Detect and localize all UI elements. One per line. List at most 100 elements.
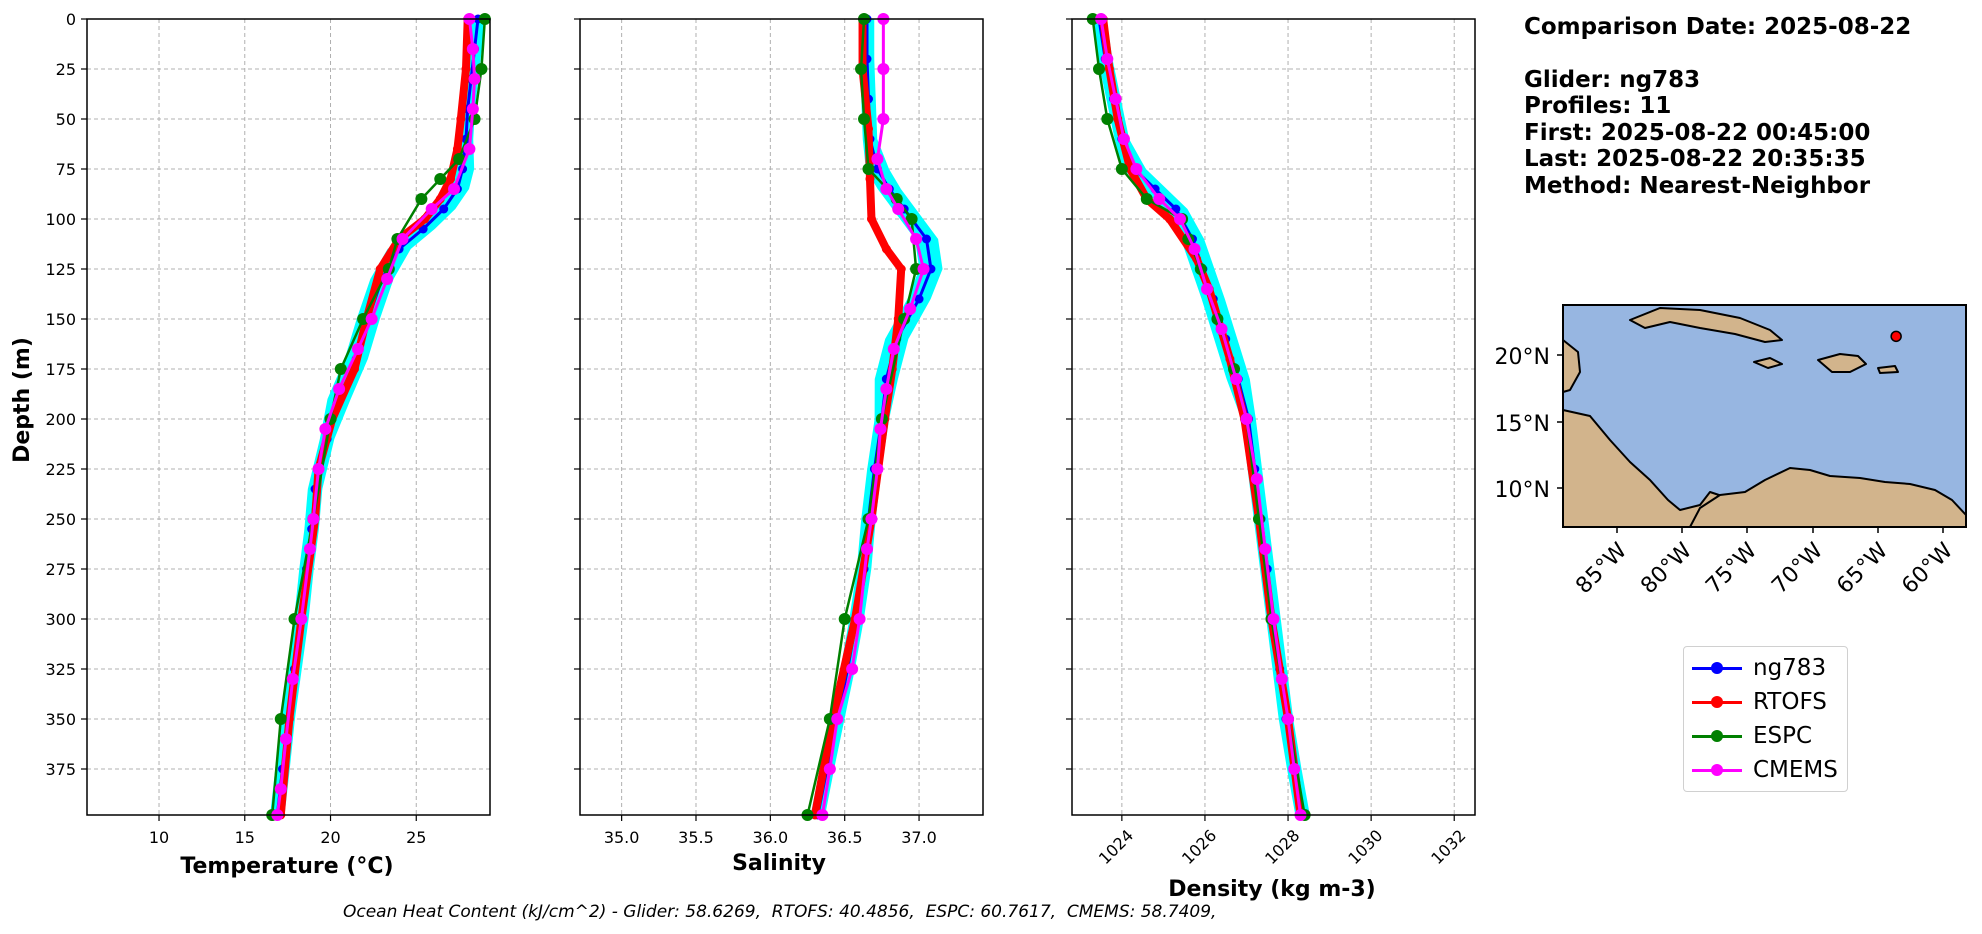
salinity-panel: 35.0 35.5 36.0 36.5 37.0: [574, 13, 984, 847]
data-point-cmems: [312, 463, 325, 475]
legend-label: ESPC: [1753, 723, 1813, 749]
data-point-rtofs: [865, 174, 875, 184]
x-tick-label: 1030: [1344, 826, 1386, 868]
x-tick-label: 35.5: [678, 828, 714, 847]
data-point-cmems: [874, 423, 887, 435]
x-tick-label: 35.0: [604, 828, 640, 847]
data-point-cmems: [910, 233, 923, 245]
y-tick-label: 275: [45, 560, 76, 579]
data-point-espc: [1140, 193, 1153, 205]
data-point-cmems: [1153, 193, 1166, 205]
y-tick-label: 200: [45, 410, 76, 429]
series-line-espc: [806, 18, 918, 816]
x-tick-label: 1024: [1095, 826, 1137, 868]
data-point-espc: [862, 163, 875, 175]
location-map: 20°N 15°N 10°N 85°W 80°W 75°W 70°W 65°W …: [1495, 304, 1967, 599]
x-tick-label: 1032: [1427, 826, 1469, 868]
density-axis-title: Density (kg m-3): [1168, 877, 1376, 902]
data-point-cmems: [831, 713, 844, 725]
data-point-cmems: [1250, 473, 1263, 485]
glider-envelope: [270, 19, 486, 815]
data-point-cmems: [877, 113, 890, 125]
comparison-date: Comparison Date: 2025-08-22: [1524, 14, 1912, 40]
profile-count: Profiles: 11: [1524, 93, 1672, 119]
data-point-cmems: [1267, 613, 1280, 625]
last-time: Last: 2025-08-22 20:35:35: [1524, 146, 1866, 172]
data-point-espc: [855, 63, 868, 75]
legend-label: CMEMS: [1753, 757, 1838, 783]
y-tick-label: 100: [45, 210, 76, 229]
axes-frame: [1071, 18, 1476, 816]
y-tick-label: 250: [45, 510, 76, 529]
data-point-cmems: [274, 783, 287, 795]
x-tick-label: 15: [235, 828, 255, 847]
data-point-rtofs: [452, 144, 462, 154]
y-tick-label: 150: [45, 310, 76, 329]
data-point-cmems: [1101, 53, 1114, 65]
data-point-cmems: [861, 543, 874, 555]
data-point-cmems: [1201, 283, 1214, 295]
data-point-cmems: [1240, 413, 1253, 425]
map-land: [1562, 307, 1967, 528]
x-tick-label: 1028: [1261, 826, 1303, 868]
map-lon-tick-label: 60°W: [1897, 538, 1958, 599]
y-tick-label: 375: [45, 760, 76, 779]
data-point-cmems: [365, 313, 378, 325]
data-point-cmems: [887, 343, 900, 355]
data-point-cmems: [1109, 93, 1122, 105]
first-time: First: 2025-08-22 00:45:00: [1524, 119, 1871, 146]
y-tick-label: 75: [56, 160, 76, 179]
data-point-cmems: [1174, 213, 1187, 225]
data-point-ng783: [921, 234, 931, 244]
data-point-cmems: [1117, 133, 1130, 145]
series-line-cmems: [275, 18, 477, 816]
glider-name: Glider: ng783: [1524, 66, 1701, 93]
x-tick-label: 10: [149, 828, 169, 847]
series-line-rtofs: [811, 19, 906, 816]
data-point-cmems: [1215, 323, 1228, 335]
data-point-cmems: [1282, 713, 1295, 725]
y-tick-label: 350: [45, 710, 76, 729]
data-point-cmems: [853, 613, 866, 625]
axes-frame: [579, 18, 984, 816]
data-point-cmems: [466, 43, 479, 55]
data-point-rtofs: [456, 114, 466, 124]
data-point-espc: [905, 213, 918, 225]
legend-label: ng783: [1753, 655, 1827, 681]
data-point-espc: [274, 713, 287, 725]
legend-swatch: [1692, 651, 1742, 685]
map-frame: [1562, 304, 1967, 528]
data-point-cmems: [303, 543, 316, 555]
map-ticks: [1557, 354, 1944, 533]
data-point-cmems: [466, 103, 479, 115]
data-point-cmems: [871, 153, 884, 165]
data-point-cmems: [1259, 543, 1272, 555]
data-point-rtofs: [896, 264, 906, 274]
data-point-cmems: [880, 383, 893, 395]
data-point-cmems: [1230, 373, 1243, 385]
data-point-cmems: [307, 513, 320, 525]
y-tick-label: 125: [45, 260, 76, 279]
y-tick-label: 175: [45, 360, 76, 379]
data-point-ng783: [439, 204, 449, 214]
map-lon-tick-label: 75°W: [1701, 538, 1762, 599]
glider-marker: [1890, 330, 1902, 343]
data-point-cmems: [333, 383, 346, 395]
data-point-espc: [475, 63, 488, 75]
data-point-cmems: [286, 673, 299, 685]
data-point-espc: [1101, 113, 1114, 125]
data-point-cmems: [381, 273, 394, 285]
data-point-espc: [434, 173, 447, 185]
map-lat-tick-label: 20°N: [1495, 345, 1550, 370]
y-tick-label: 325: [45, 660, 76, 679]
data-point-espc: [453, 153, 466, 165]
x-tick-label: 36.0: [753, 828, 789, 847]
series-line-ng783: [275, 18, 480, 816]
data-point-espc: [1093, 63, 1106, 75]
data-point-cmems: [880, 183, 893, 195]
y-tick-label: 50: [56, 110, 76, 129]
y-tick-label: 300: [45, 610, 76, 629]
y-tick-label: 0: [66, 10, 76, 29]
data-point-espc: [357, 313, 370, 325]
